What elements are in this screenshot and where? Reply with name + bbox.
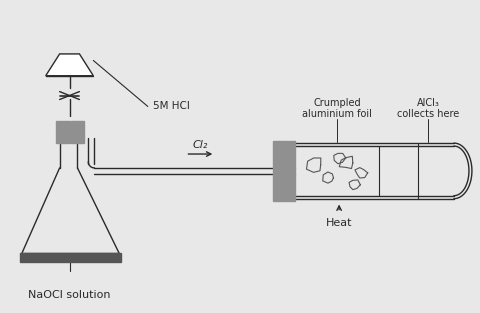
Text: NaOCl solution: NaOCl solution	[28, 290, 111, 300]
Text: 5M HCl: 5M HCl	[153, 101, 190, 111]
Text: AlCl₃
collects here: AlCl₃ collects here	[397, 98, 459, 119]
Text: Heat: Heat	[326, 218, 352, 228]
Bar	[71, 121, 84, 143]
Bar	[56, 121, 70, 143]
Bar	[20, 253, 121, 262]
Polygon shape	[46, 54, 93, 76]
Bar	[273, 141, 295, 201]
Text: Cl₂: Cl₂	[192, 140, 208, 150]
Text: Crumpled
aluminium foil: Crumpled aluminium foil	[302, 98, 372, 119]
